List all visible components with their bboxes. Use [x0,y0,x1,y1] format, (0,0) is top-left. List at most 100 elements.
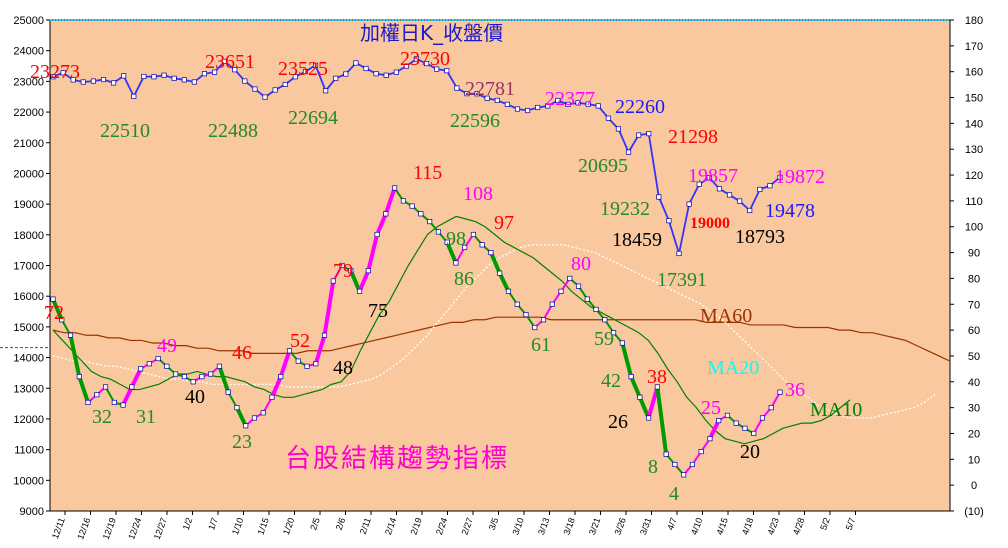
data-point [646,415,652,421]
data-point [545,103,551,109]
data-point [686,201,692,207]
data-point [672,461,678,468]
data-point [615,126,621,132]
x-tick-label: 2/5 [308,516,322,531]
series-segment [629,375,642,399]
data-point [103,384,109,390]
x-tick-label: 12/19 [101,516,118,541]
x-tick-label: 1/2 [181,516,195,531]
left-tick-label: 12000 [13,414,44,426]
data-point [777,389,783,395]
data-point [333,75,339,81]
data-point [742,425,748,431]
data-point [225,389,231,395]
data-point [724,412,730,418]
x-tick-label: 4/7 [665,516,679,531]
price-label: 22488 [208,120,258,142]
data-point [357,288,363,294]
data-point [696,181,702,187]
data-point [129,384,135,390]
indicator-label: 61 [531,334,551,356]
data-point [121,73,127,79]
right-tick-label: 130 [965,144,983,156]
x-tick-label: 3/10 [510,516,525,536]
data-point [76,374,82,380]
data-point [243,423,249,429]
series-segment [278,350,292,378]
right-tick-label: 100 [965,222,983,234]
series-segment [489,251,502,275]
indicator-label: 26 [608,411,628,433]
data-point [251,415,258,421]
data-point [313,361,319,367]
series-segment [627,134,640,153]
x-tick-label: 3/21 [587,516,602,536]
series-segment [497,272,511,293]
x-tick-label: 1/15 [255,516,270,536]
data-point [269,394,275,400]
series-segment [446,70,458,89]
series-segment [752,417,764,434]
data-point [348,268,354,274]
data-point [260,410,266,416]
data-point [716,186,722,192]
right-tick-label: 110 [965,196,983,208]
data-point [676,250,682,257]
x-tick-label: 12/27 [152,516,169,541]
data-point [532,324,538,331]
x-tick-label: 1/7 [206,516,220,531]
price-label: 22377 [545,88,595,110]
price-label: 19478 [765,200,815,222]
series-label-ma10: MA10 [810,399,862,421]
data-point [321,332,328,338]
data-point [181,374,187,380]
right-tick-label: 140 [965,118,983,130]
data-point [698,449,704,455]
indicator-label: 97 [494,212,514,234]
indicator-label: 20 [740,441,760,463]
data-point [427,219,433,225]
data-point [50,74,56,80]
price-label: 18459 [612,229,662,251]
series-segment [77,375,90,404]
series-segment [322,280,336,336]
series-segment [455,246,466,264]
data-point [94,392,100,398]
data-point [575,283,582,289]
series-segment [542,303,554,321]
left-tick-label: 17000 [13,261,44,273]
x-tick-label: 12/16 [75,516,92,541]
data-point [625,149,632,155]
price-label: 22510 [100,120,150,142]
data-point [111,399,117,406]
data-point [494,97,500,103]
price-label: 19000 [690,215,730,232]
data-point [567,275,573,281]
price-label: 23525 [278,58,328,80]
x-tick-label: 2/27 [459,516,474,536]
data-point [558,288,564,294]
data-point [585,101,591,107]
series-ma10 [52,215,851,445]
data-point [323,88,329,94]
data-point [628,374,634,380]
data-point [373,71,379,77]
data-point [611,330,617,336]
series-segment [638,396,651,419]
data-point [488,250,494,256]
right-tick-label: 70 [968,299,980,311]
price-label: 22596 [450,110,500,132]
data-point [90,78,96,84]
indicator-label: 4 [669,483,679,505]
price-label: 23273 [30,61,80,83]
price-label: 18793 [735,226,785,248]
data-point [654,384,660,390]
right-tick-label: 120 [965,170,983,182]
x-tick-label: 4/10 [689,516,704,536]
series-segment [132,76,145,97]
indicator-label: 98 [446,228,466,250]
left-tick-label: 18000 [13,230,44,242]
data-point [330,278,336,284]
data-point [85,399,91,406]
data-point [292,74,298,80]
